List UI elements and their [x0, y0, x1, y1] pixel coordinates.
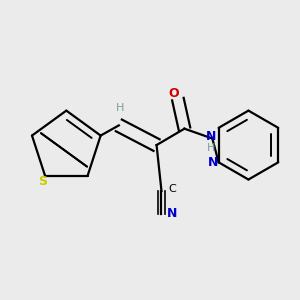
Text: N: N [208, 156, 218, 169]
Text: H: H [116, 103, 125, 113]
Text: H: H [206, 143, 215, 153]
Text: S: S [38, 175, 47, 188]
Text: N: N [206, 130, 216, 143]
Text: N: N [167, 208, 177, 220]
Text: O: O [169, 87, 179, 100]
Text: C: C [169, 184, 176, 194]
